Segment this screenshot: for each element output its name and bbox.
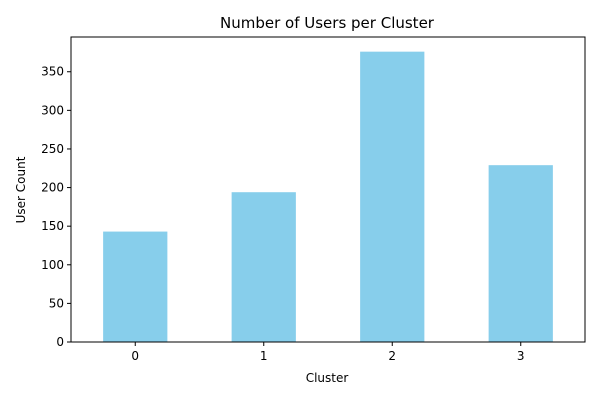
x-tick-label: 0 [131,349,139,363]
plot-area: 0 50 100 150 200 250 300 350 0 1 2 3 [41,36,586,363]
y-tick-label: 50 [49,296,64,310]
chart-title: Number of Users per Cluster [220,14,435,32]
x-tick-label: 3 [517,349,525,363]
y-tick-label: 0 [56,335,64,349]
bar-cluster-0 [103,231,168,342]
bars [103,51,553,342]
bar-cluster-2 [360,51,425,342]
y-tick-label: 200 [41,181,64,195]
y-tick-label: 100 [41,258,64,272]
y-tick-label: 250 [41,142,64,156]
bar-cluster-1 [231,192,296,342]
plot-frame [70,36,586,343]
y-axis-label: User Count [14,156,28,223]
x-axis-ticks: 0 1 2 3 [131,342,525,363]
x-tick-label: 2 [388,349,396,363]
y-axis-ticks: 0 50 100 150 200 250 300 350 [41,65,71,349]
y-tick-label: 150 [41,219,64,233]
bar-cluster-3 [488,165,553,342]
x-tick-label: 1 [260,349,268,363]
y-tick-label: 350 [41,65,64,79]
x-axis-label: Cluster [306,371,349,385]
y-tick-label: 300 [41,103,64,117]
